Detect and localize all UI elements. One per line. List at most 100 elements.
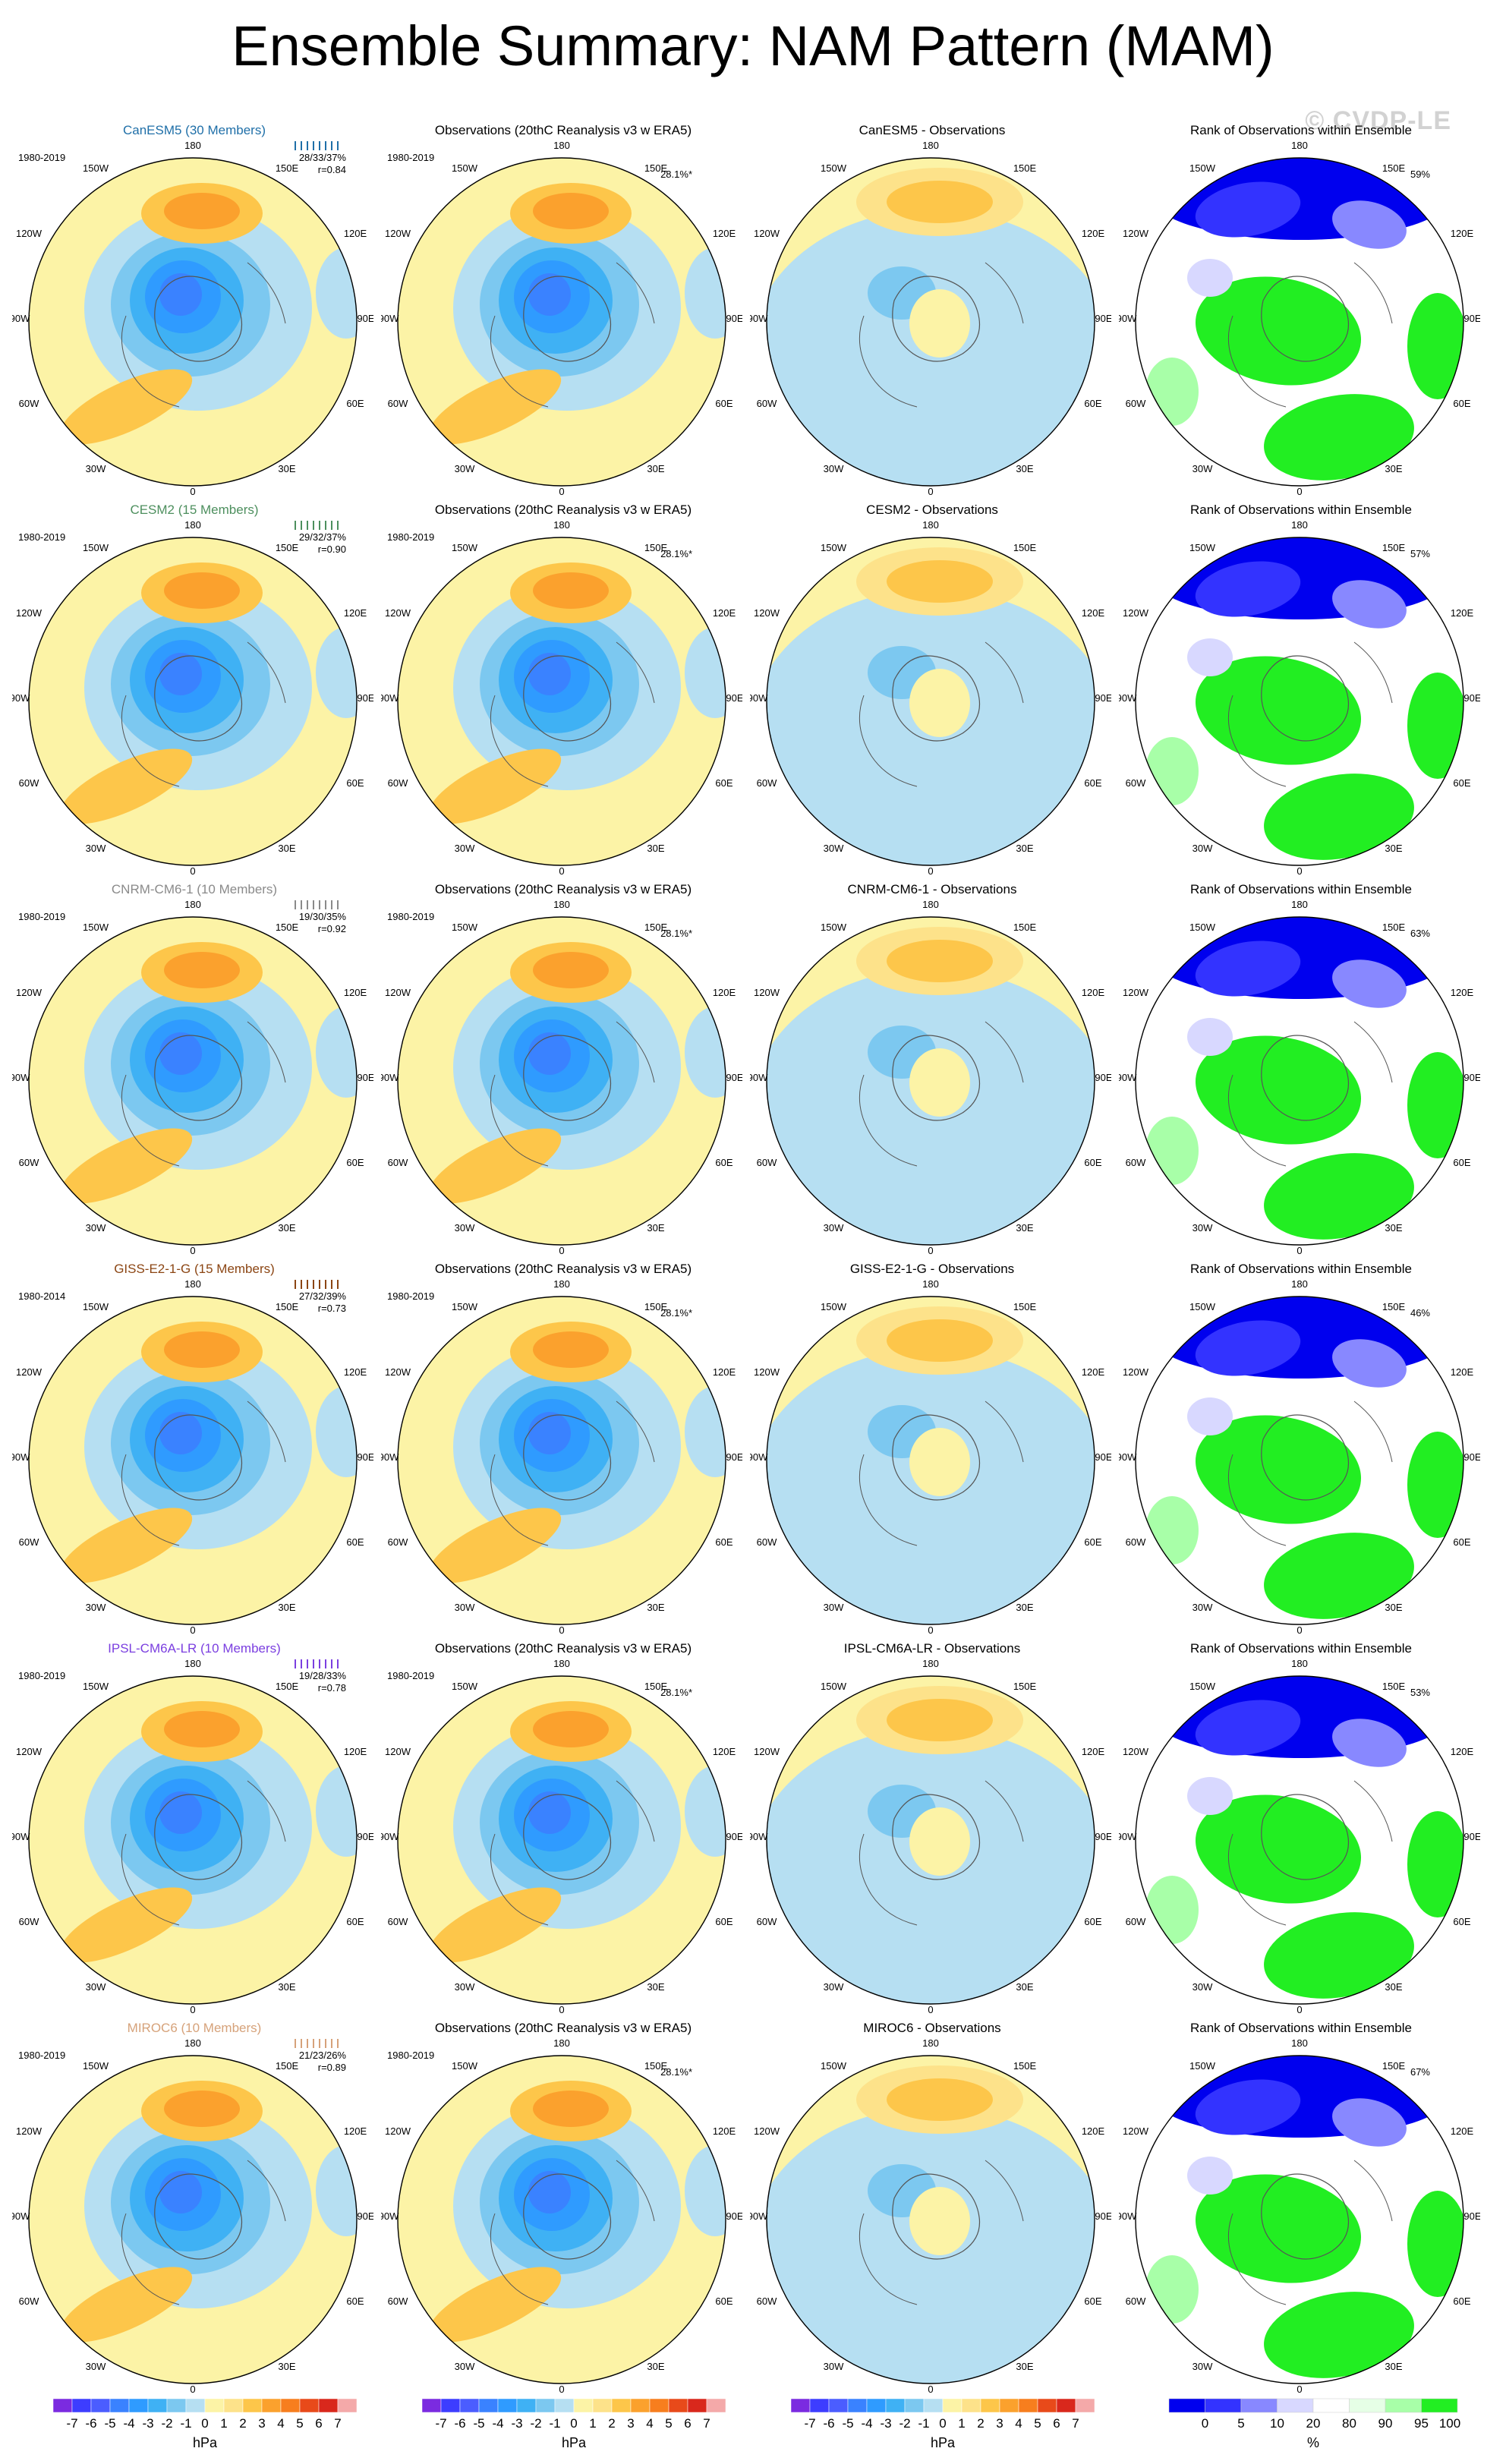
lon-label: 120E	[1451, 228, 1474, 239]
panel-r6-c2: Observations (20thC Reanalysis v3 w ERA5…	[381, 2021, 745, 2400]
lon-label: 120W	[16, 1366, 43, 1378]
colorbar-swatch	[1075, 2398, 1095, 2413]
colorbar-tick-label: -1	[918, 2416, 929, 2431]
map-boundary	[28, 537, 358, 866]
colorbar-tick-label: -3	[142, 2416, 153, 2431]
lon-label: 120E	[1082, 1366, 1105, 1378]
coastline	[859, 641, 1024, 787]
lon-label: 150W	[83, 1681, 109, 1692]
lon-label: 30E	[278, 1981, 295, 1993]
lon-label: 60E	[715, 1157, 733, 1168]
lon-label: 120E	[344, 987, 367, 998]
lon-label: 150E	[644, 542, 668, 553]
lon-label: 150E	[1013, 1301, 1037, 1312]
lon-label: 180	[1291, 141, 1308, 151]
rank-region-low	[1195, 1700, 1301, 1756]
positive-anomaly	[59, 369, 193, 445]
polar-map: 180 150W 150E 120W 120E 90W 90E 60W 60E 30W 30E 0	[750, 1659, 1111, 2015]
member-tick	[295, 1280, 296, 1289]
lon-label: 120E	[713, 607, 736, 619]
pattern-stats: 19/30/35% r=0.92	[299, 911, 346, 935]
coastline	[523, 1414, 612, 1501]
lon-label: 120E	[344, 2125, 367, 2137]
lon-label: 120E	[713, 1746, 736, 1757]
lon-label: 180	[1291, 1659, 1308, 1669]
polar-map: 180 150W 150E 120W 120E 90W 90E 60W 60E 30W 30E 0	[381, 1280, 742, 1636]
period-label: 1980-2019	[387, 1290, 435, 1302]
lon-label: 150W	[1189, 1301, 1216, 1312]
coastline	[1261, 2173, 1350, 2260]
polar-map: 180 150W 150E 120W 120E 90W 90E 60W 60E 30W 30E 0	[750, 2039, 1111, 2395]
rank-region-low	[1332, 1719, 1407, 1767]
colorbar-tick-label: 5	[665, 2416, 672, 2431]
rank-region-high	[1407, 1432, 1463, 1538]
lon-label: 120W	[385, 2125, 411, 2137]
lon-label: 30W	[455, 1602, 475, 1613]
rank-region-high	[1145, 1876, 1199, 1944]
lon-label: 180	[553, 2039, 570, 2049]
map-boundary	[28, 1675, 358, 2005]
polar-map: 180 150W 150E 120W 120E 90W 90E 60W 60E 30W 30E 0	[750, 1280, 1111, 1636]
variance-pct: 28.1%*	[660, 1307, 692, 1319]
pattern-stats: 19/28/33% r=0.78	[299, 1670, 346, 1694]
positive-anomaly	[428, 2267, 562, 2343]
pattern-correlation: r=0.92	[317, 923, 346, 934]
lon-label: 30E	[1016, 843, 1033, 854]
colorbar-tick-label: 3	[258, 2416, 265, 2431]
colorbar-tick-label: 100	[1439, 2416, 1460, 2431]
rank-region-high	[1195, 276, 1362, 386]
lon-label: 90W	[12, 1451, 30, 1463]
map-boundary	[397, 916, 726, 1246]
coastline	[154, 276, 243, 362]
lon-label: 60W	[1126, 2295, 1146, 2307]
colorbar-swatch	[1056, 2398, 1076, 2413]
positive-anomaly	[164, 1711, 240, 1747]
panel-r5-c4: Rank of Observations within Ensemble 53% 1…	[1119, 1641, 1483, 2021]
lon-label: 120W	[385, 1746, 411, 1757]
lon-label: 120E	[713, 228, 736, 239]
lon-label: 90W	[12, 692, 30, 704]
map-boundary	[766, 157, 1095, 487]
lon-label: 180	[922, 1659, 939, 1669]
lon-label: 150E	[644, 1301, 668, 1312]
member-tick	[331, 521, 332, 530]
colorbar-tick-label: 7	[334, 2416, 341, 2431]
lon-label: 150E	[1013, 922, 1037, 933]
lon-label: 90E	[726, 1072, 742, 1083]
coastline	[523, 276, 612, 362]
colorbar-swatch	[147, 2398, 168, 2413]
lon-label: 0	[559, 865, 564, 877]
lon-label: 60W	[19, 777, 39, 789]
rank-region-high	[1145, 358, 1199, 426]
lon-label: 150E	[276, 542, 299, 553]
pattern-correlation: r=0.89	[317, 2062, 346, 2073]
negative-anomaly	[159, 273, 202, 316]
colorbar-tick-label: 5	[1034, 2416, 1041, 2431]
member-tick	[325, 1280, 326, 1289]
lon-label: 90W	[381, 692, 399, 704]
lon-label: 60E	[715, 398, 733, 409]
lon-label: 90W	[1119, 692, 1137, 704]
lon-label: 30E	[1385, 1602, 1402, 1613]
lon-label: 60E	[1453, 398, 1470, 409]
colorbar-unit: %	[1306, 2435, 1319, 2450]
lon-label: 120W	[1123, 1366, 1149, 1378]
lon-label: 0	[559, 1624, 564, 1636]
colorbar-swatch	[440, 2398, 461, 2413]
lon-label: 60E	[1453, 1916, 1470, 1927]
lon-label: 90W	[1119, 2210, 1137, 2222]
lon-label: 30W	[86, 843, 106, 854]
member-tick	[307, 900, 308, 909]
panel-title: Rank of Observations within Ensemble	[1190, 1641, 1412, 1656]
lon-label: 0	[928, 865, 933, 877]
coastline	[859, 262, 1024, 408]
member-tick	[319, 1280, 320, 1289]
rank-region-high	[1145, 1496, 1199, 1564]
lon-label: 90E	[1463, 692, 1480, 704]
member-tick	[301, 900, 302, 909]
colorbar-tick-label: 0	[1202, 2416, 1208, 2431]
panel-r4-c3: GISS-E2-1-G - Observations 180 150W 150E 120…	[750, 1262, 1114, 1641]
lon-label: 30W	[86, 463, 106, 474]
lon-label: 120W	[754, 1366, 780, 1378]
lon-label: 180	[922, 2039, 939, 2049]
